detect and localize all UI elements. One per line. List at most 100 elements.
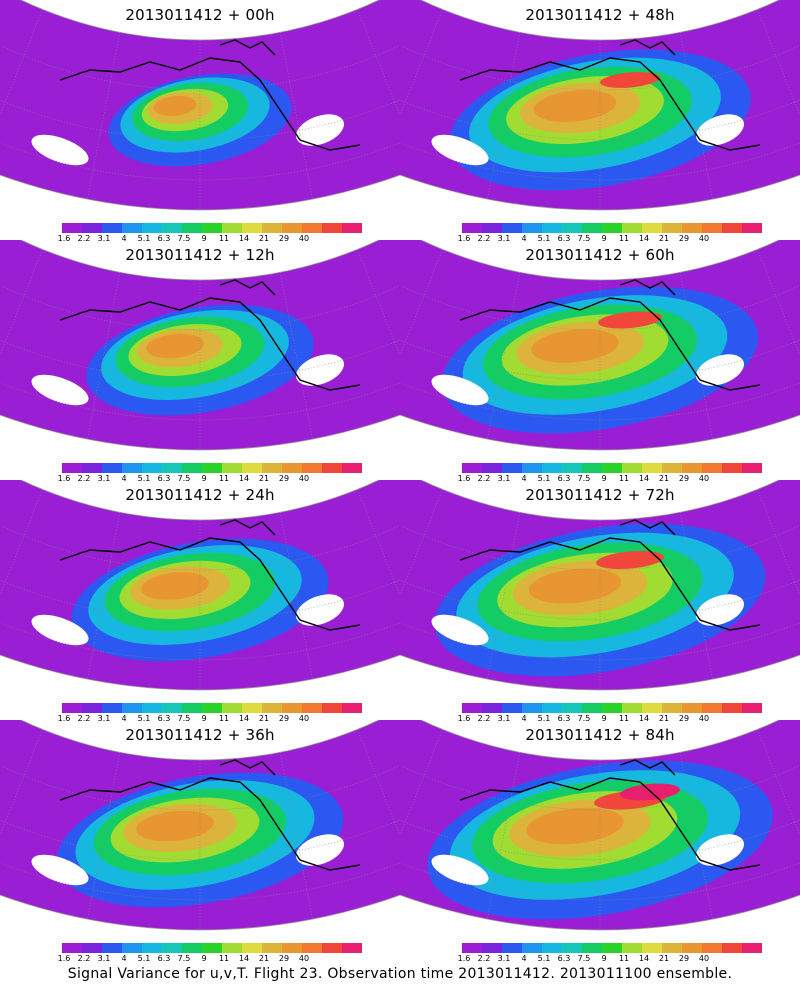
variance-map <box>0 0 400 211</box>
colorbar-tick-label: 40 <box>698 234 710 243</box>
colorbar-tick-label: 7.5 <box>177 234 191 243</box>
colorbar-swatch <box>162 943 182 953</box>
colorbar-swatch <box>642 703 662 713</box>
colorbar-tick-label: 3.1 <box>97 234 111 243</box>
colorbar-ticks: 1.6 2.2 3.1 4 5.1 6.3 7.5 9 11 14 21 29 40 <box>52 954 352 964</box>
colorbar-tick-label: 1.6 <box>57 714 71 723</box>
colorbar-tick-label: 7.5 <box>577 714 591 723</box>
colorbar-tick-label: 9 <box>201 234 207 243</box>
colorbar-swatch <box>342 223 362 233</box>
colorbar-swatch <box>202 703 222 713</box>
colorbar-tick-label: 1.6 <box>57 234 71 243</box>
coastline <box>459 39 761 151</box>
colorbar-swatch <box>282 223 302 233</box>
colorbar-swatch <box>102 463 122 473</box>
variance-map <box>0 480 400 691</box>
colorbar-tick-label: 40 <box>298 474 310 483</box>
colorbar <box>62 703 362 713</box>
colorbar-swatch <box>522 463 542 473</box>
colorbar-tick-label: 4 <box>521 714 527 723</box>
colorbar-ticks: 1.6 2.2 3.1 4 5.1 6.3 7.5 9 11 14 21 29 40 <box>452 714 752 724</box>
colorbar-swatch <box>202 943 222 953</box>
colorbar-tick-label: 4 <box>521 474 527 483</box>
colorbar-swatch <box>102 703 122 713</box>
colorbar-swatch <box>602 703 622 713</box>
colorbar-swatch <box>702 463 722 473</box>
map-panel: 2013011412 + 24h 1.6 2.2 3.1 4 5.1 6.3 7.5 9 11 14… <box>0 480 400 723</box>
colorbar-swatch <box>742 703 762 713</box>
colorbar-swatch <box>122 223 142 233</box>
colorbar <box>462 703 762 713</box>
colorbar-tick-label: 1.6 <box>57 954 71 963</box>
colorbar-swatch <box>182 223 202 233</box>
colorbar-swatch <box>242 463 262 473</box>
colorbar-swatch <box>322 703 342 713</box>
colorbar-tick-label: 2.2 <box>477 474 491 483</box>
colorbar-swatch <box>502 703 522 713</box>
colorbar-tick-label: 11 <box>618 714 630 723</box>
panel-title: 2013011412 + 48h <box>525 6 675 24</box>
colorbar-swatch <box>602 223 622 233</box>
colorbar-tick-label: 21 <box>258 474 270 483</box>
variance-map <box>400 240 800 451</box>
colorbar-tick-label: 2.2 <box>77 954 91 963</box>
colorbar-tick-label: 14 <box>638 474 650 483</box>
colorbar-tick-label: 2.2 <box>477 954 491 963</box>
colorbar-tick-label: 11 <box>618 474 630 483</box>
colorbar-tick-label: 9 <box>201 954 207 963</box>
colorbar-tick-label: 3.1 <box>497 234 511 243</box>
colorbar-tick-label: 6.3 <box>557 714 571 723</box>
colorbar-tick-label: 5.1 <box>537 234 551 243</box>
colorbar-swatch <box>242 943 262 953</box>
colorbar-tick-label: 40 <box>298 954 310 963</box>
colorbar-swatch <box>302 223 322 233</box>
colorbar-swatch <box>702 943 722 953</box>
colorbar-tick-label: 11 <box>218 234 230 243</box>
colorbar-tick-label: 4 <box>121 954 127 963</box>
colorbar-tick-label: 2.2 <box>477 714 491 723</box>
panel-title: 2013011412 + 60h <box>525 246 675 264</box>
variance-map <box>400 0 800 211</box>
colorbar-swatch <box>102 943 122 953</box>
variance-map <box>0 720 400 931</box>
map-panel: 2013011412 + 12h 1.6 2.2 3.1 4 5.1 6.3 7.5 9 11 14… <box>0 240 400 483</box>
colorbar-swatch <box>222 463 242 473</box>
colorbar-swatch <box>582 223 602 233</box>
colorbar-tick-label: 2.2 <box>77 234 91 243</box>
colorbar-swatch <box>142 943 162 953</box>
colorbar-tick-label: 1.6 <box>457 714 471 723</box>
colorbar-tick-label: 21 <box>658 954 670 963</box>
colorbar-tick-label: 29 <box>278 234 290 243</box>
colorbar-tick-label: 21 <box>258 954 270 963</box>
colorbar-tick-label: 1.6 <box>457 234 471 243</box>
colorbar-swatch <box>262 223 282 233</box>
colorbar-tick-label: 21 <box>258 714 270 723</box>
panel-title: 2013011412 + 36h <box>125 726 275 744</box>
colorbar-swatch <box>322 223 342 233</box>
colorbar-tick-label: 9 <box>601 714 607 723</box>
colorbar-swatch <box>742 943 762 953</box>
colorbar-swatch <box>102 223 122 233</box>
map-panel: 2013011412 + 00h 1.6 2.2 3.1 4 5.1 6.3 7.5 9 11 14… <box>0 0 400 243</box>
colorbar-tick-label: 40 <box>698 714 710 723</box>
colorbar-swatch <box>622 703 642 713</box>
colorbar-tick-label: 21 <box>658 234 670 243</box>
variance-map <box>400 480 800 691</box>
colorbar-swatch <box>182 463 202 473</box>
colorbar-swatch <box>462 703 482 713</box>
colorbar-tick-label: 1.6 <box>457 474 471 483</box>
colorbar-swatch <box>162 223 182 233</box>
colorbar-swatch <box>222 223 242 233</box>
colorbar-tick-label: 11 <box>218 714 230 723</box>
panel-title: 2013011412 + 00h <box>125 6 275 24</box>
colorbar-swatch <box>262 463 282 473</box>
colorbar-swatch <box>62 703 82 713</box>
colorbar-tick-label: 11 <box>618 234 630 243</box>
colorbar-swatch <box>142 463 162 473</box>
colorbar-tick-label: 9 <box>601 954 607 963</box>
colorbar-swatch <box>642 223 662 233</box>
colorbar-tick-label: 9 <box>201 714 207 723</box>
colorbar-tick-label: 5.1 <box>537 714 551 723</box>
colorbar <box>462 223 762 233</box>
colorbar-swatch <box>642 943 662 953</box>
